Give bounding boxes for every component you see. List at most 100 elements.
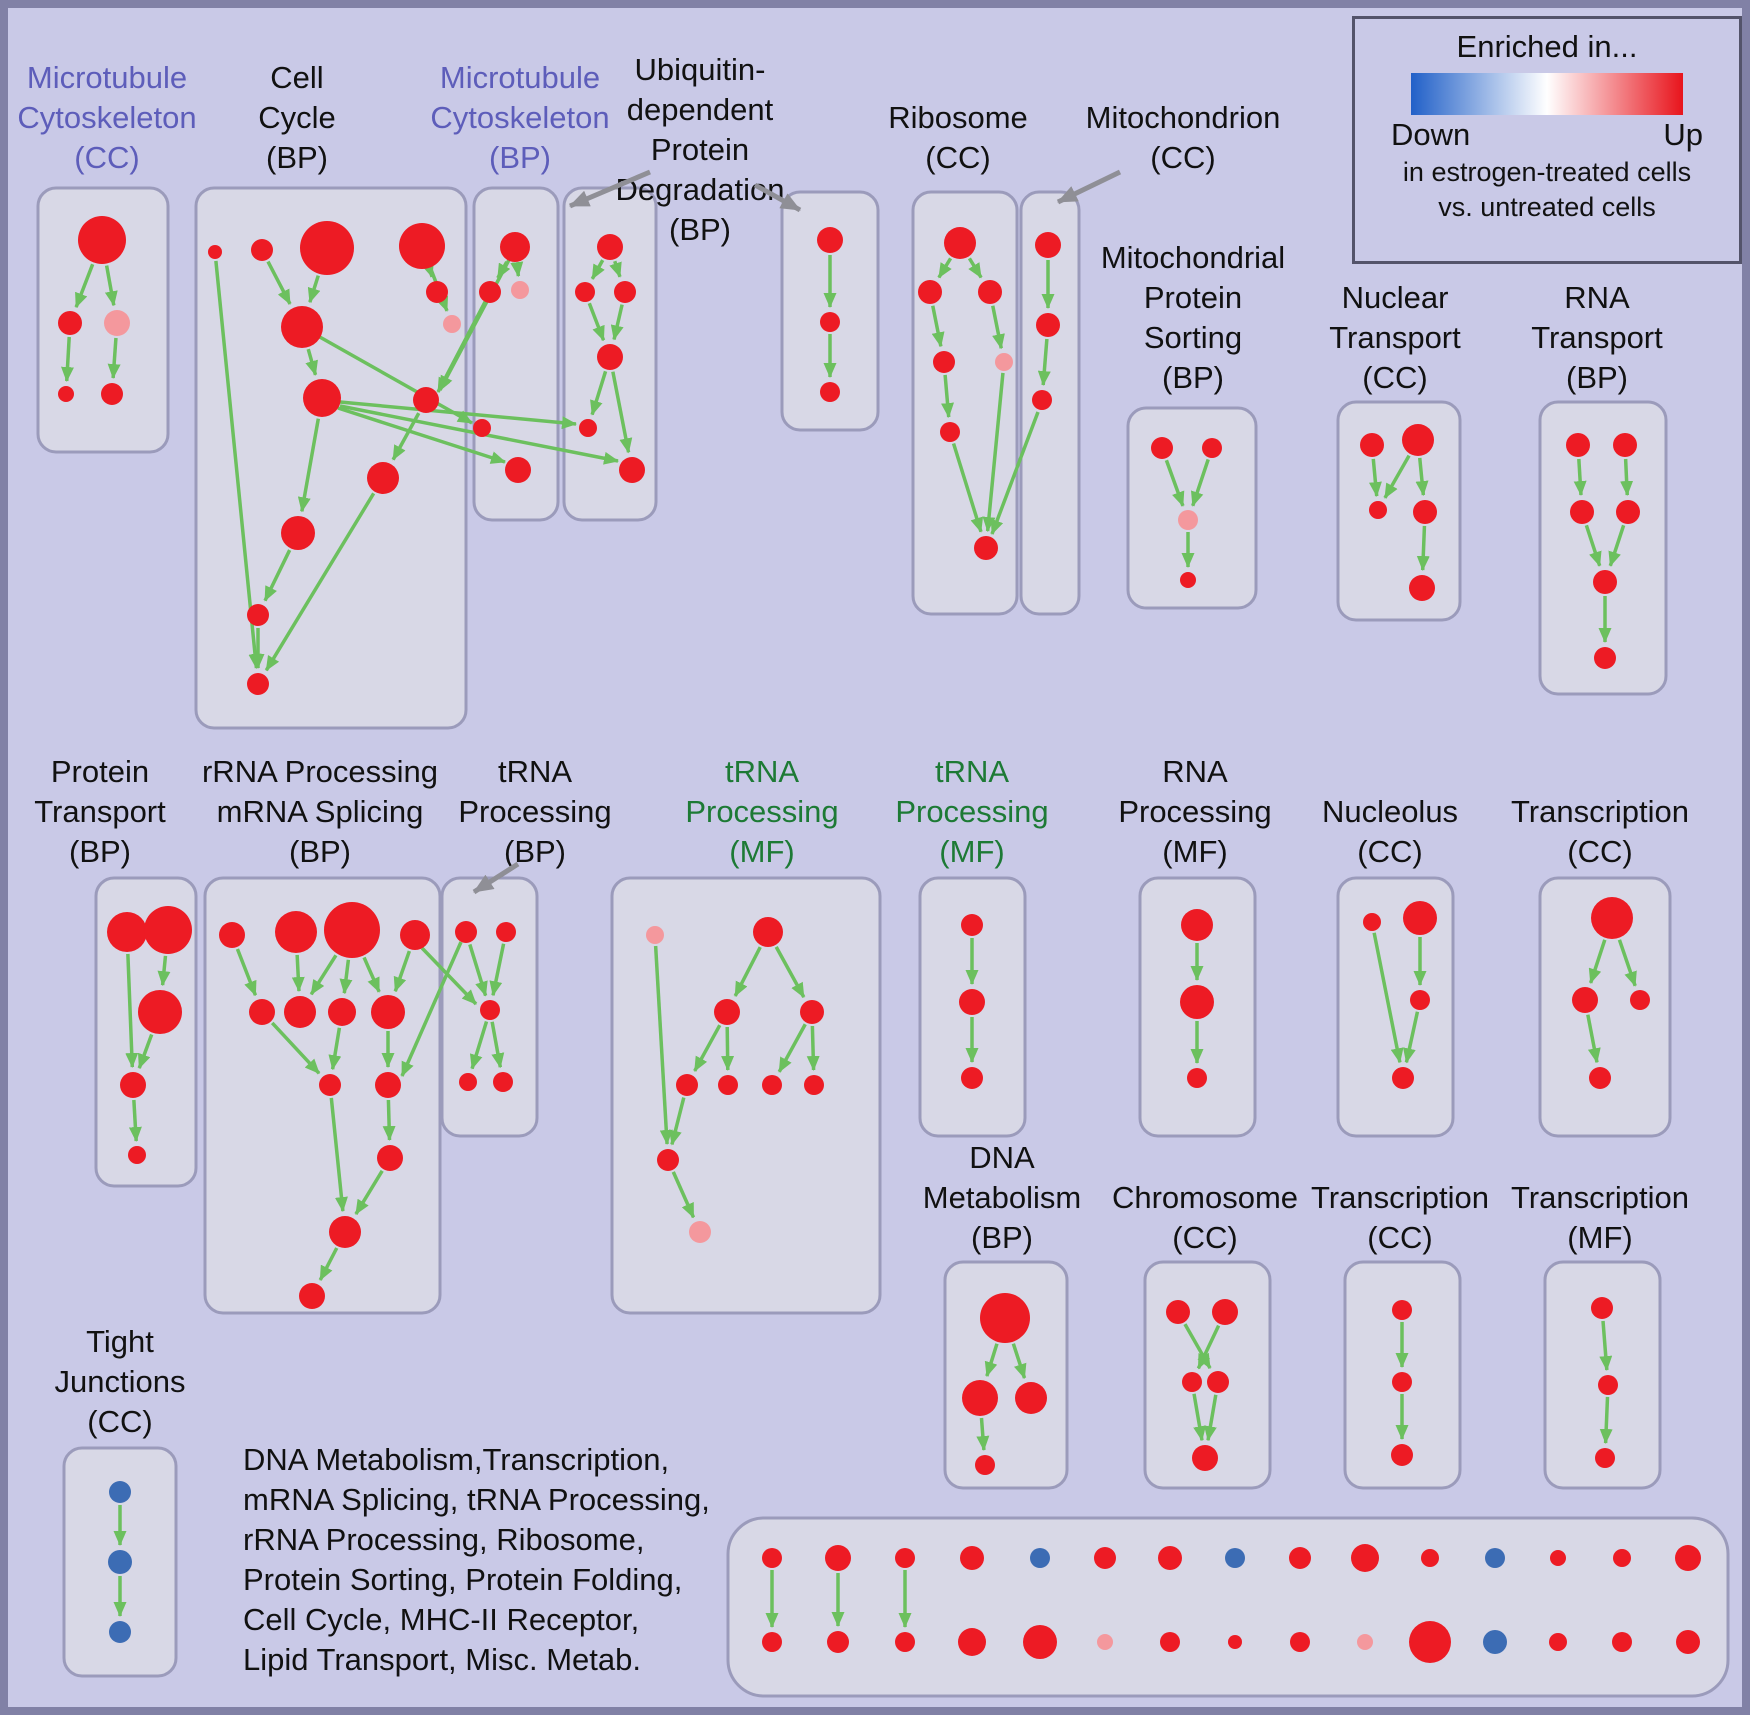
label-mitochondrion-cc: Mitochondrion (1086, 100, 1281, 135)
edge (1599, 1396, 1613, 1445)
box-rrna-processing-mrna-splicing-bp (203, 876, 442, 1315)
node-dna-metabolism-bp-2 (1015, 1382, 1047, 1414)
legend-up-label: Up (1663, 117, 1703, 152)
node-misc-clusters-5 (895, 1632, 915, 1652)
node-ubiquitin-degradation-bp-4 (579, 419, 597, 437)
node-microtubule-cytoskeleton-cc-4 (101, 383, 123, 405)
edge (806, 1025, 820, 1072)
edge (128, 1099, 142, 1143)
node-microtubule-cytoskeleton-bp-4 (505, 457, 531, 483)
edge (587, 302, 606, 342)
layer-edges (61, 255, 1637, 1628)
label-tight-junctions-cc: (CC) (87, 1404, 152, 1439)
node-misc-clusters-26 (1613, 1549, 1631, 1567)
node-tight-junctions-cc-1 (108, 1550, 132, 1574)
node-trna-processing-mf-2-1 (959, 989, 985, 1015)
node-misc-clusters-8 (1030, 1548, 1050, 1568)
node-nuclear-transport-cc-3 (1413, 500, 1437, 524)
annotation-arrow (753, 182, 802, 213)
node-trna-processing-bp-0 (455, 921, 477, 943)
node-transcription-cc-1-1 (1572, 987, 1598, 1013)
misc-cluster-list: DNA Metabolism,Transcription, mRNA Splic… (243, 1442, 710, 1677)
node-trna-processing-bp-4 (493, 1072, 513, 1092)
edge (610, 304, 624, 341)
edge (400, 941, 463, 1077)
label-chromosome-cc: (CC) (1172, 1220, 1237, 1255)
node-trna-processing-mf-1-8 (657, 1149, 679, 1171)
edge (984, 1343, 999, 1378)
edge (671, 1171, 696, 1219)
legend-down-label: Down (1391, 117, 1471, 152)
node-microtubule-cytoskeleton-bp-1 (479, 281, 501, 303)
node-tight-junctions-cc-2 (109, 1621, 131, 1643)
node-protein-transport-bp-4 (128, 1146, 146, 1164)
layer-nodes (58, 216, 1701, 1663)
node-misc-clusters-2 (825, 1545, 851, 1571)
node-cell-cycle-bp-11 (247, 673, 269, 695)
node-trna-processing-mf-1-6 (762, 1075, 782, 1095)
label-transcription-cc-2: Transcription (1311, 1180, 1489, 1215)
node-transcription-mf-0 (1591, 1297, 1613, 1319)
box-cell-cycle-bp (194, 186, 468, 730)
edge (1403, 1011, 1420, 1064)
node-cell-cycle-bp-5 (443, 315, 461, 333)
node-transcription-mf-2 (1595, 1448, 1615, 1468)
edge (468, 943, 488, 997)
node-rrna-processing-mrna-splicing-bp-6 (328, 998, 356, 1026)
edge (991, 305, 1005, 350)
node-rrna-processing-mrna-splicing-bp-2 (324, 902, 380, 958)
edge (291, 954, 305, 993)
node-dna-metabolism-bp-0 (980, 1293, 1030, 1343)
edge (1620, 458, 1634, 497)
label-ubiquitin-degradation-bp: dependent (627, 92, 774, 127)
label-rna-processing-mf: Processing (1118, 794, 1271, 829)
legend-gradient-bar (1411, 73, 1683, 115)
node-microtubule-cytoskeleton-cc-0 (78, 216, 126, 264)
box-rna-transport-bp (1538, 400, 1668, 696)
legend-subtitle-line1: in estrogen-treated cells (1402, 157, 1692, 187)
node-transcription-mf-1 (1598, 1375, 1618, 1395)
label-protein-transport-bp: Transport (34, 794, 166, 829)
node-ribosome-cc-5 (940, 422, 960, 442)
node-nuclear-transport-cc-0 (1360, 433, 1384, 457)
label-ubiquitin-degradation-bp: Ubiquitin- (635, 52, 766, 87)
label-ribosome-cc: (CC) (925, 140, 990, 175)
label-trna-processing-mf-2: (MF) (939, 834, 1004, 869)
node-microtubule-cytoskeleton-cc-2 (104, 310, 130, 336)
box-nucleolus-cc (1336, 876, 1455, 1138)
label-rna-transport-bp: RNA (1564, 280, 1630, 315)
node-cell-cycle-bp-2 (300, 221, 354, 275)
node-cell-cycle-bp-4 (281, 306, 323, 348)
edge (104, 265, 118, 307)
edge (1617, 939, 1637, 987)
layer-annotations (472, 169, 1122, 895)
node-chromosome-cc-2 (1182, 1372, 1202, 1392)
edge (263, 549, 292, 602)
node-microtubule-cytoskeleton-bp-0 (500, 232, 530, 262)
node-rna-transport-bp-3 (1616, 500, 1640, 524)
node-nuclear-transport-cc-1 (1402, 424, 1434, 456)
edge (609, 260, 622, 278)
edge (337, 406, 506, 464)
node-mitochondrial-protein-sorting-bp-3 (1180, 572, 1196, 588)
box-nuclear-transport-cc (1336, 400, 1462, 622)
node-rna-processing-mf-2 (1187, 1068, 1207, 1088)
node-transcription-cc-2-0 (1392, 1300, 1412, 1320)
label-protein-transport-bp: Protein (51, 754, 149, 789)
node-transcription-cc-1-0 (1591, 897, 1633, 939)
node-misc-clusters-7 (958, 1628, 986, 1656)
edge (653, 945, 673, 1146)
node-ribosome-cc-6 (974, 536, 998, 560)
node-trna-processing-mf-1-0 (646, 926, 664, 944)
label-nuclear-transport-cc: Nuclear (1342, 280, 1449, 315)
label-trna-processing-bp: Processing (458, 794, 611, 829)
node-misc-clusters-17 (1290, 1632, 1310, 1652)
label-trna-processing-bp: (BP) (504, 834, 566, 869)
edge (611, 371, 633, 454)
node-ubiquitin-degradation-bp-2-0 (817, 227, 843, 253)
node-protein-transport-bp-3 (120, 1072, 146, 1098)
node-ribosome-cc-1 (918, 280, 942, 304)
node-rrna-processing-mrna-splicing-bp-12 (299, 1283, 325, 1309)
